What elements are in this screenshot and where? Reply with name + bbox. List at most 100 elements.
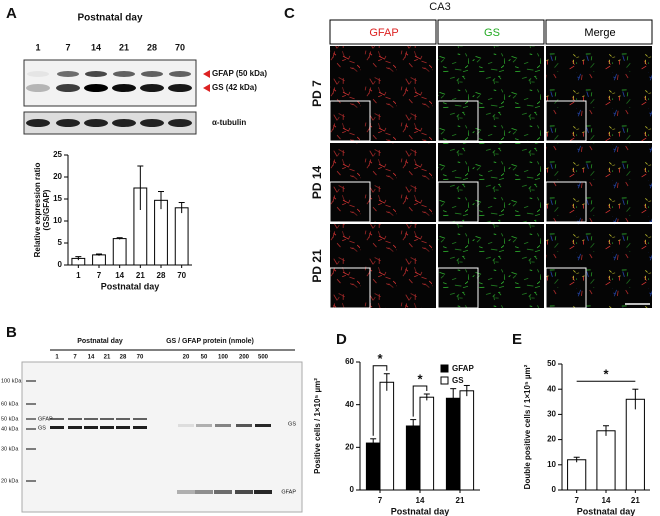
lane-label: 1: [55, 355, 59, 361]
x-tick-label: 21: [456, 496, 465, 505]
band: [84, 418, 98, 420]
band: [169, 71, 191, 77]
column-header-box: [545, 19, 653, 45]
bar: [379, 381, 395, 491]
bar: [596, 430, 616, 491]
x-axis-label: Postnatal day: [577, 506, 636, 516]
band: [85, 71, 107, 77]
lane-label: 1: [35, 42, 40, 52]
band: [178, 424, 194, 427]
lane-label: 200: [239, 355, 250, 361]
x-tick-label: 21: [631, 496, 640, 505]
band: [84, 119, 108, 127]
lane-label: 28: [147, 42, 157, 52]
arrow: [203, 84, 210, 92]
row-label: PD 14: [310, 166, 324, 200]
error-bar: [383, 373, 390, 391]
x-tick-label: 70: [177, 271, 186, 280]
band: [68, 426, 82, 429]
band: [100, 426, 114, 429]
y-tick-label: 10: [547, 460, 556, 469]
band-label: GS: [288, 421, 296, 427]
error-bar: [603, 425, 609, 436]
blot-header: Postnatal day: [77, 338, 123, 345]
y-tick-label: 30: [547, 410, 556, 419]
panel-letter: E: [512, 331, 522, 348]
band: [84, 426, 98, 429]
column-header-box: [437, 19, 545, 45]
band: [140, 119, 164, 127]
band: [168, 119, 192, 127]
y-tick-label: 20: [345, 442, 354, 451]
row-label: PD 21: [310, 249, 324, 283]
band: [168, 84, 192, 92]
bar: [567, 459, 587, 491]
bar: [154, 199, 168, 266]
band: [196, 424, 212, 427]
band-label: GS (42 kDa): [212, 83, 257, 92]
lane-label: 50: [201, 355, 208, 361]
error-bar: [178, 202, 185, 214]
band: [27, 71, 49, 77]
band: [84, 84, 108, 92]
lane-label: 14: [88, 355, 95, 361]
bar: [445, 397, 461, 491]
bar: [405, 425, 421, 491]
lane-label: 21: [104, 355, 111, 361]
band: [113, 71, 135, 77]
lane-label: 70: [137, 355, 144, 361]
band: [112, 119, 136, 127]
x-tick-label: 7: [378, 496, 383, 505]
y-axis-label: Relative expression ratio: [33, 163, 42, 258]
y-tick-label: 20: [53, 172, 62, 181]
band: [57, 71, 79, 77]
column-header: Merge: [584, 27, 615, 39]
band: [100, 418, 114, 420]
lane-label: 100: [218, 355, 229, 361]
band-label: α-tubulin: [212, 118, 246, 127]
bar: [92, 254, 106, 266]
legend-swatch: [440, 376, 449, 385]
band: [112, 84, 136, 92]
inset: [437, 100, 479, 142]
column-header: GFAP: [369, 27, 398, 39]
x-tick-label: 1: [76, 271, 81, 280]
y-tick-label: 60: [345, 357, 354, 366]
y-tick-label: 40: [345, 400, 354, 409]
significance-star: *: [377, 351, 383, 366]
lane-label: 7: [65, 42, 70, 52]
band: [215, 424, 231, 427]
lane-label: 70: [175, 42, 185, 52]
y-axis-label: Positive cells / 1×10⁵ µm²: [313, 378, 322, 474]
inset: [329, 267, 371, 309]
panel-letter: A: [6, 5, 17, 22]
error-bar: [116, 237, 123, 240]
error-bar: [632, 388, 639, 410]
x-tick-label: 14: [416, 496, 425, 505]
legend-label: GS: [452, 376, 464, 385]
x-tick-label: 28: [157, 271, 166, 280]
error-bar: [423, 393, 430, 401]
panel-letter: C: [284, 5, 295, 22]
band: [68, 418, 82, 420]
significance-bracket: [412, 385, 428, 417]
error-bar: [463, 384, 470, 397]
lane-label: 20: [183, 355, 190, 361]
band: [140, 84, 164, 92]
panel-letter: D: [336, 331, 347, 348]
band: [214, 490, 232, 494]
band-label: GFAP: [38, 416, 53, 422]
x-tick-label: 21: [136, 271, 145, 280]
x-axis-label: Postnatal day: [391, 506, 450, 516]
band: [50, 418, 64, 420]
marker-label: 50 kDa: [1, 416, 19, 422]
band-label: GS: [38, 425, 46, 431]
y-tick-label: 0: [58, 260, 63, 269]
y-tick-label: 10: [53, 216, 62, 225]
y-tick-label: 25: [53, 150, 62, 159]
legend-label: GFAP: [452, 364, 474, 373]
error-bar: [158, 191, 164, 210]
error-bar: [450, 388, 457, 408]
bar: [625, 398, 645, 491]
